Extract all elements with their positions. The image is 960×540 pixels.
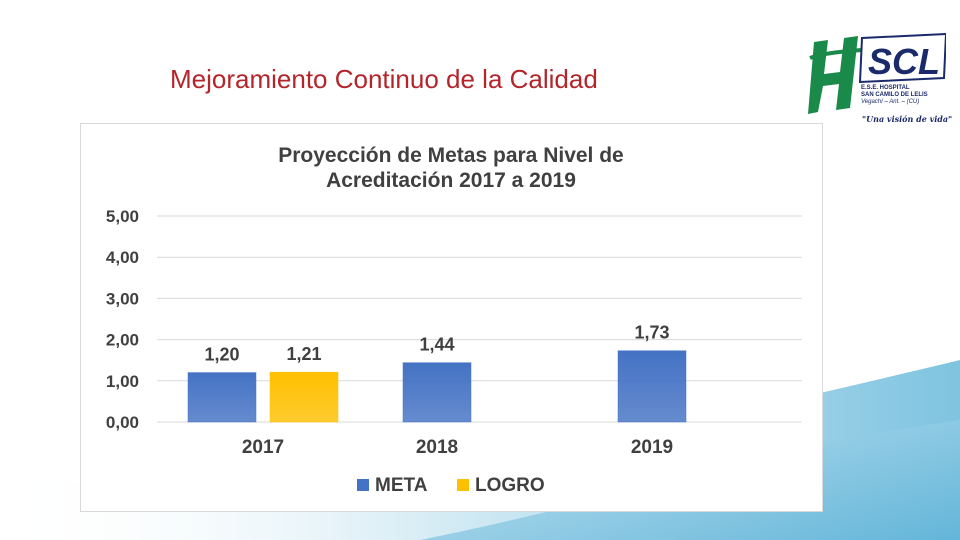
x-tick-label: 2017 xyxy=(242,437,284,458)
y-tick-label: 1,00 xyxy=(106,372,139,391)
bar-meta-2017 xyxy=(187,372,257,423)
chart-title-line: Proyección de Metas para Nivel de xyxy=(278,144,623,167)
logo-line-3: Vegachí – Ant. – (CU) xyxy=(861,99,920,105)
logo-slogan: "Una visión de vida" xyxy=(862,114,953,124)
legend-label-meta: META xyxy=(375,475,428,496)
logo-brand: SCL xyxy=(868,41,940,82)
logo-line-1: E.S.E. HOSPITAL xyxy=(861,85,910,91)
bar-chart: Proyección de Metas para Nivel deAcredit… xyxy=(106,144,802,496)
bar-logro-2017 xyxy=(269,371,339,423)
chart-panel: Proyección de Metas para Nivel de Acredit… xyxy=(80,123,823,512)
data-label: 1,44 xyxy=(419,335,454,355)
data-label: 1,20 xyxy=(204,345,239,365)
y-tick-label: 0,00 xyxy=(106,413,139,432)
x-tick-label: 2018 xyxy=(416,437,458,458)
hospital-logo: SCL E.S.E. HOSPITAL SAN CAMILO DE LELIS … xyxy=(806,28,952,126)
data-label: 1,73 xyxy=(634,323,669,343)
legend-swatch-logro xyxy=(457,479,469,491)
y-tick-label: 4,00 xyxy=(106,248,139,267)
logo-mark-icon xyxy=(808,32,946,114)
bar-meta-2019 xyxy=(617,350,687,423)
x-tick-label: 2019 xyxy=(631,437,673,458)
y-tick-label: 3,00 xyxy=(106,289,139,308)
slide-title: Mejoramiento Continuo de la Calidad xyxy=(170,64,598,94)
legend-label-logro: LOGRO xyxy=(475,475,545,496)
y-tick-label: 2,00 xyxy=(106,331,139,350)
bar-meta-2018 xyxy=(402,362,472,423)
logo-line-2: SAN CAMILO DE LELIS xyxy=(861,92,928,98)
y-tick-label: 5,00 xyxy=(106,207,139,226)
logo-brand-text: SCL xyxy=(868,41,940,82)
legend-swatch-meta xyxy=(357,479,369,491)
chart-title-line: Acreditación 2017 a 2019 xyxy=(326,169,576,192)
data-label: 1,21 xyxy=(286,344,321,364)
